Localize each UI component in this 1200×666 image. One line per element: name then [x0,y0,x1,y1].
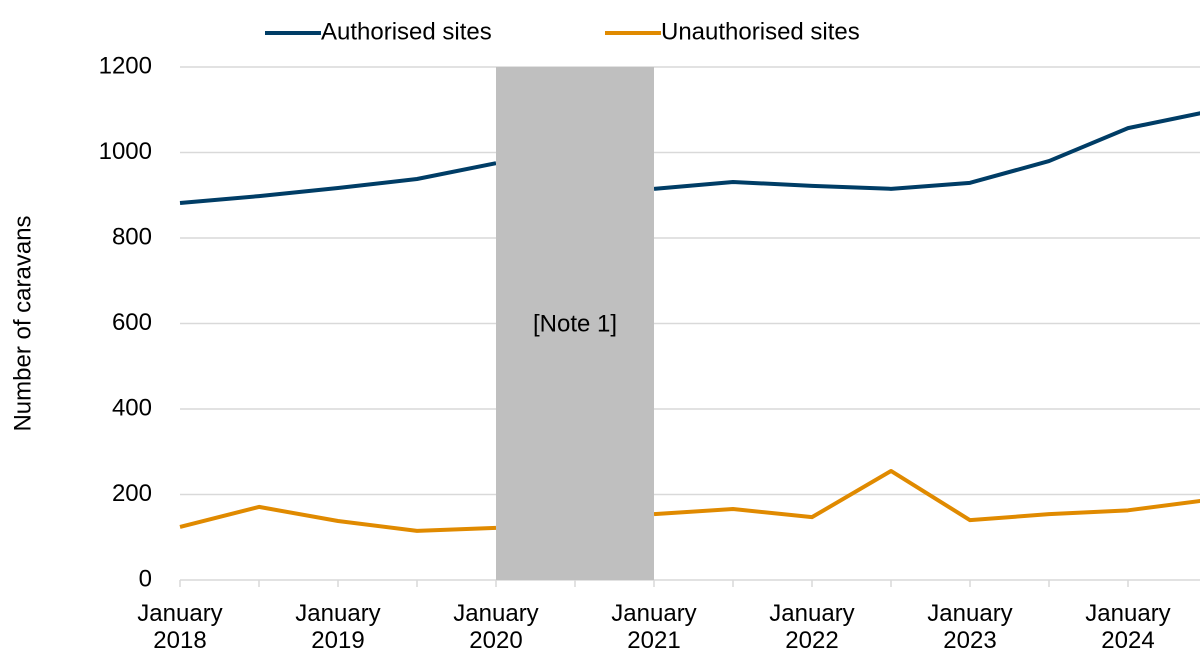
x-tick-label: January 2021 [611,600,697,654]
y-tick-label: 800 [112,223,152,250]
series-line [653,468,1200,523]
legend-label: Unauthorised sites [661,18,860,45]
x-tick-label: January 2024 [1085,600,1171,654]
x-tick-label: January 2022 [769,600,855,654]
legend-label: Authorised sites [321,18,492,45]
y-tick-label: 0 [139,565,152,592]
y-tick-label: 1200 [99,52,152,79]
x-tick-label: January 2019 [295,600,381,654]
x-tick-label: January 2020 [453,600,539,654]
x-tick-label: January 2018 [137,600,223,654]
plot [179,111,1200,533]
note-region [496,67,654,580]
y-axis-label: Number of caravans [9,215,36,431]
y-tick-label: 600 [112,309,152,336]
series-line [179,504,497,533]
y-tick-label: 1000 [99,138,152,165]
y-tick-label: 400 [112,394,152,421]
series-line [179,161,497,205]
y-tick-label: 200 [112,480,152,507]
note-label: [Note 1] [533,310,617,337]
x-tick-label: January 2023 [927,600,1013,654]
series-line [653,111,1200,191]
